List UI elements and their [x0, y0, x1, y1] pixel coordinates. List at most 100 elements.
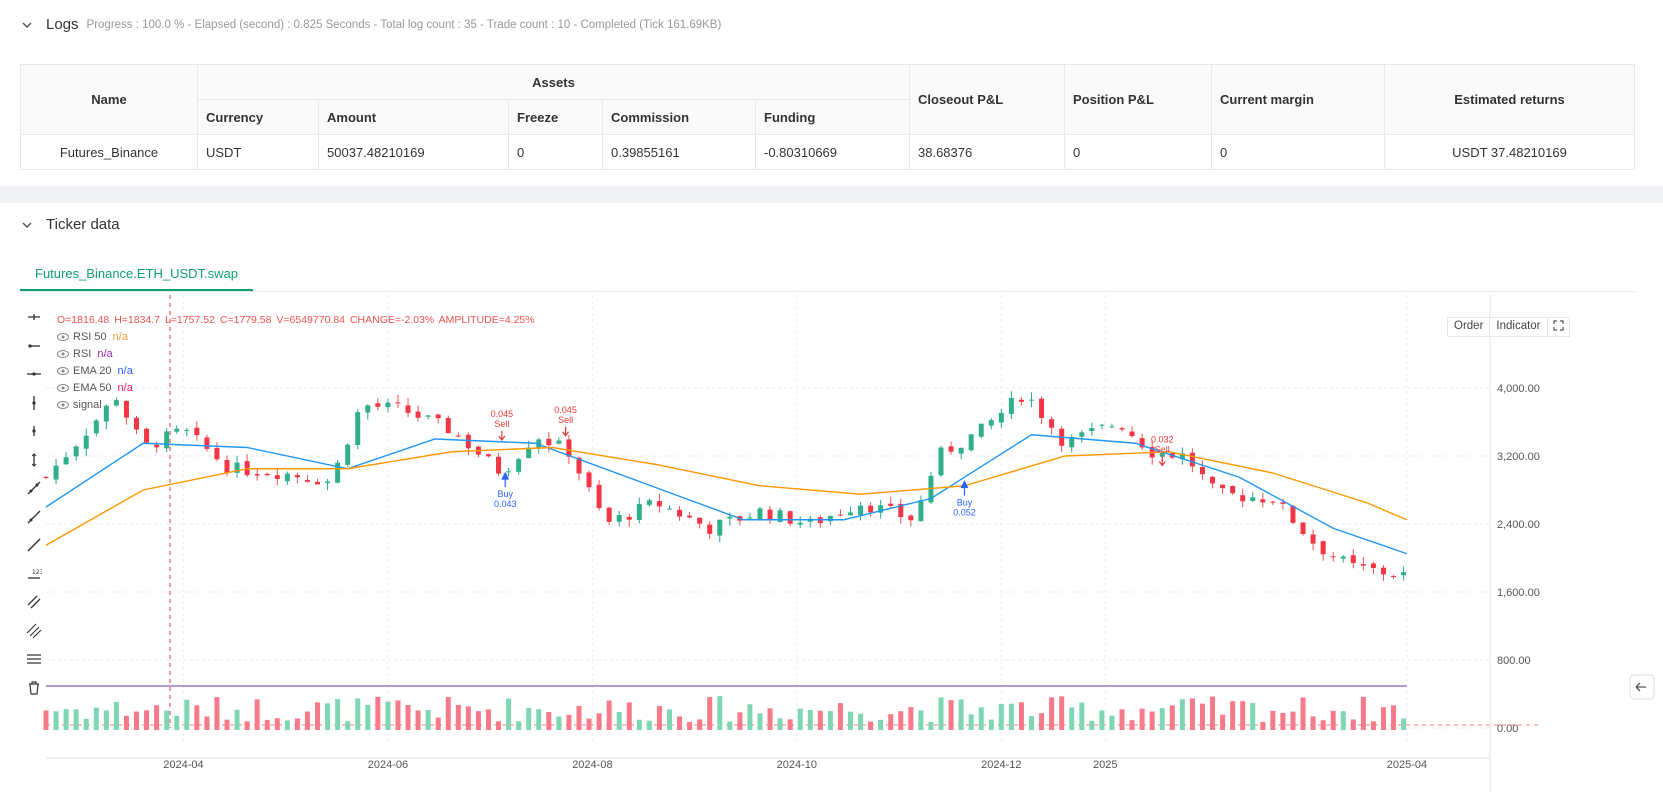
- candle-body: [1039, 398, 1045, 418]
- buy-label: Buy: [957, 498, 973, 508]
- sell-size: 0.032: [1151, 435, 1174, 445]
- candle-body: [1300, 522, 1306, 534]
- parallel-channel-icon[interactable]: [22, 588, 46, 617]
- candle-body: [1280, 502, 1286, 504]
- y-tick-label: 1,600.00: [1497, 587, 1540, 599]
- legend-signal[interactable]: signal: [57, 399, 102, 411]
- candle-body: [958, 447, 964, 454]
- chevron-down-icon[interactable]: [20, 18, 34, 32]
- ohlc-change: CHANGE=-2.03%: [349, 314, 435, 326]
- price-chart[interactable]: 4,000.00 3,200.00 2,400.00 1,600.00 800.00 0.…: [0, 203, 1663, 800]
- candle-body: [284, 473, 290, 482]
- volume-bar: [1008, 703, 1014, 730]
- candle-body: [526, 447, 532, 459]
- candle-body: [878, 505, 884, 513]
- chevron-down-icon[interactable]: [20, 218, 34, 232]
- volume-bar: [988, 719, 994, 730]
- legend-label: signal: [73, 399, 102, 411]
- buy-size: 0.052: [953, 508, 976, 518]
- eye-icon[interactable]: [57, 333, 69, 341]
- logs-status: Progress : 100.0 % - Elapsed (second) : …: [86, 18, 722, 31]
- candle-body: [596, 484, 602, 509]
- legend-rsi-50[interactable]: RSI 50 n/a: [57, 331, 128, 343]
- candle-body: [1240, 495, 1246, 502]
- candle-body: [1079, 432, 1085, 437]
- buy-size: 0.043: [494, 499, 517, 509]
- volume-bar: [284, 720, 290, 730]
- candle-body: [294, 475, 300, 478]
- legend-rsi[interactable]: RSI n/a: [57, 348, 113, 360]
- trend-line-icon[interactable]: [22, 474, 46, 503]
- fullscreen-icon[interactable]: [1547, 317, 1570, 337]
- candle-body: [1029, 399, 1035, 401]
- volume-bar: [184, 699, 190, 730]
- candle-body: [83, 435, 89, 449]
- crosshair-icon[interactable]: [22, 303, 46, 332]
- fib-channel-icon[interactable]: [22, 617, 46, 646]
- extended-line-icon[interactable]: [22, 531, 46, 560]
- tab-eth-usdt-swap[interactable]: Futures_Binance.ETH_USDT.swap: [20, 256, 254, 291]
- volume-bar: [998, 703, 1004, 730]
- candle-body: [1320, 541, 1326, 555]
- candle-body: [918, 500, 924, 522]
- sell-size: 0.045: [554, 405, 577, 415]
- horizontal-line-icon[interactable]: [22, 360, 46, 389]
- eye-icon[interactable]: [57, 367, 69, 375]
- eye-icon[interactable]: [57, 401, 69, 409]
- candle-body: [43, 476, 49, 478]
- volume-bar: [626, 702, 632, 730]
- candle-body: [1340, 556, 1346, 559]
- volume-bar: [355, 698, 361, 730]
- order-button[interactable]: Order: [1447, 317, 1491, 337]
- volume-bar: [787, 719, 793, 730]
- vertical-segment-icon[interactable]: [22, 417, 46, 446]
- buy-label: Buy: [497, 489, 513, 499]
- volume-bar: [666, 709, 672, 730]
- eye-icon[interactable]: [57, 350, 69, 358]
- volume-bar: [958, 699, 964, 730]
- candle-body: [134, 417, 140, 430]
- volume-bar: [1340, 711, 1346, 730]
- candle-body: [1391, 576, 1397, 578]
- ticker-header[interactable]: Ticker data: [20, 216, 120, 233]
- volume-bar: [103, 710, 109, 730]
- volume-bar: [687, 721, 693, 730]
- volume-bar: [123, 715, 129, 730]
- candle-body: [1210, 476, 1216, 484]
- vertical-ray-icon[interactable]: [22, 446, 46, 475]
- ohlc-readout: O=1816.48 H=1834.7 L=1757.52 C=1779.58 V…: [57, 314, 537, 326]
- cell-amount: 50037.48210169: [318, 134, 509, 170]
- volume-bar: [827, 711, 833, 730]
- volume-bar: [1210, 696, 1216, 730]
- volume-bar: [817, 710, 823, 730]
- eye-icon[interactable]: [57, 384, 69, 392]
- price-label-icon[interactable]: 123: [22, 560, 46, 589]
- candle-body: [1189, 452, 1195, 467]
- volume-bar: [516, 721, 522, 730]
- legend-ema-20[interactable]: EMA 20 n/a: [57, 365, 133, 377]
- volume-bar: [727, 721, 733, 730]
- indicator-button[interactable]: Indicator: [1490, 317, 1548, 337]
- candle-body: [948, 446, 954, 452]
- col-freeze: Freeze: [508, 99, 603, 135]
- vertical-line-icon[interactable]: [22, 389, 46, 418]
- candle-body: [646, 500, 652, 505]
- candle-body: [968, 434, 974, 451]
- candle-body: [1139, 438, 1145, 448]
- col-currency: Currency: [197, 99, 319, 135]
- logs-header[interactable]: Logs Progress : 100.0 % - Elapsed (secon…: [20, 16, 721, 33]
- trash-icon[interactable]: [22, 674, 46, 703]
- horizontal-ray-icon[interactable]: [22, 332, 46, 361]
- ohlc-close: C=1779.58: [219, 314, 272, 326]
- legend-ema-50[interactable]: EMA 50 n/a: [57, 382, 133, 394]
- fib-retracement-icon[interactable]: [22, 645, 46, 674]
- ray-line-icon[interactable]: [22, 503, 46, 532]
- candle-body: [938, 447, 944, 476]
- candle-body: [274, 475, 280, 479]
- volume-bar: [1270, 710, 1276, 730]
- candle-body: [415, 411, 421, 418]
- candle-body: [727, 516, 733, 519]
- x-tick-label: 2024-04: [163, 759, 203, 771]
- volume-bar: [526, 708, 532, 730]
- ohlc-volume: V=6549770.84: [276, 314, 346, 326]
